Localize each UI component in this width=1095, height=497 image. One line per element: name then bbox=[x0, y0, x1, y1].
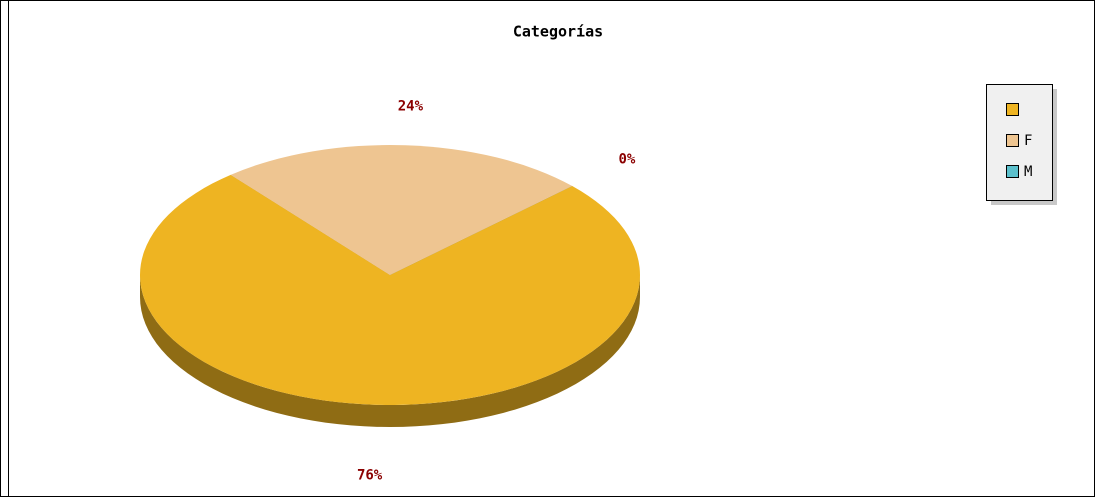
legend-swatch bbox=[1006, 103, 1019, 116]
data-label: 24% bbox=[398, 98, 424, 114]
data-label: 0% bbox=[618, 151, 635, 167]
legend-box bbox=[986, 84, 1053, 201]
slice-side bbox=[140, 275, 640, 427]
legend-swatch bbox=[1006, 134, 1019, 147]
legend-swatch bbox=[1006, 165, 1019, 178]
data-label: 76% bbox=[357, 468, 383, 484]
legend-label: M bbox=[1024, 164, 1032, 180]
pie-slice bbox=[140, 174, 640, 405]
chart-title: Categorías bbox=[513, 23, 603, 41]
pie-slice bbox=[230, 145, 573, 275]
legend-label: F bbox=[1024, 133, 1032, 149]
